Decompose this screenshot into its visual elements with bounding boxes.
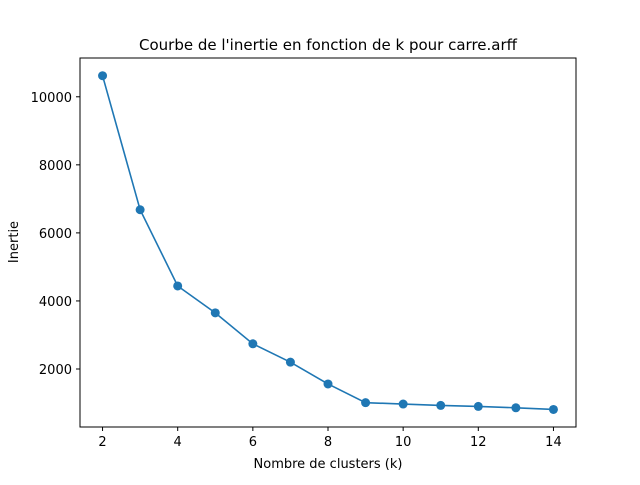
- y-axis: 2000 4000 6000 8000 10000: [31, 91, 80, 378]
- data-point: [285, 357, 295, 367]
- data-point: [135, 205, 145, 215]
- data-point: [436, 400, 446, 410]
- y-tick-label: 4000: [39, 295, 72, 310]
- series-layer: [98, 71, 558, 414]
- series-line: [101, 75, 554, 411]
- data-point: [98, 71, 108, 81]
- y-tick-label: 8000: [39, 159, 72, 174]
- x-tick-label: 8: [324, 435, 332, 450]
- y-tick-label: 10000: [31, 91, 72, 106]
- data-point: [398, 399, 408, 409]
- data-point: [173, 281, 183, 291]
- x-tick-label: 2: [98, 435, 106, 450]
- data-point: [248, 339, 258, 349]
- chart-title: Courbe de l'inertie en fonction de k pou…: [139, 36, 518, 54]
- x-tick-label: 12: [470, 435, 487, 450]
- x-tick-label: 4: [174, 435, 182, 450]
- data-point: [210, 308, 220, 318]
- data-point: [473, 401, 483, 411]
- data-point: [323, 379, 333, 389]
- plot-area: [79, 57, 577, 428]
- data-point: [548, 404, 558, 414]
- x-axis: 2 4 6 8 10 12 14: [98, 427, 562, 450]
- y-tick-label: 6000: [39, 227, 72, 242]
- y-axis-label: Inertie: [7, 221, 22, 263]
- x-tick-label: 14: [545, 435, 562, 450]
- x-tick-label: 10: [395, 435, 412, 450]
- x-axis-label: Nombre de clusters (k): [254, 457, 403, 472]
- data-point: [511, 403, 521, 413]
- y-tick-label: 2000: [39, 363, 72, 378]
- data-point: [361, 398, 371, 408]
- x-tick-label: 6: [249, 435, 257, 450]
